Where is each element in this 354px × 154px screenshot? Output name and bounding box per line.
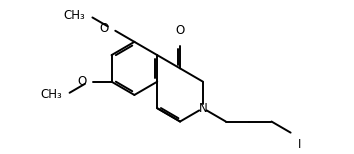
- Text: O: O: [100, 22, 109, 35]
- Text: N: N: [199, 102, 207, 115]
- Text: CH₃: CH₃: [63, 9, 85, 22]
- Text: O: O: [176, 24, 185, 37]
- Text: I: I: [297, 138, 301, 151]
- Text: O: O: [77, 75, 86, 88]
- Text: CH₃: CH₃: [40, 88, 62, 101]
